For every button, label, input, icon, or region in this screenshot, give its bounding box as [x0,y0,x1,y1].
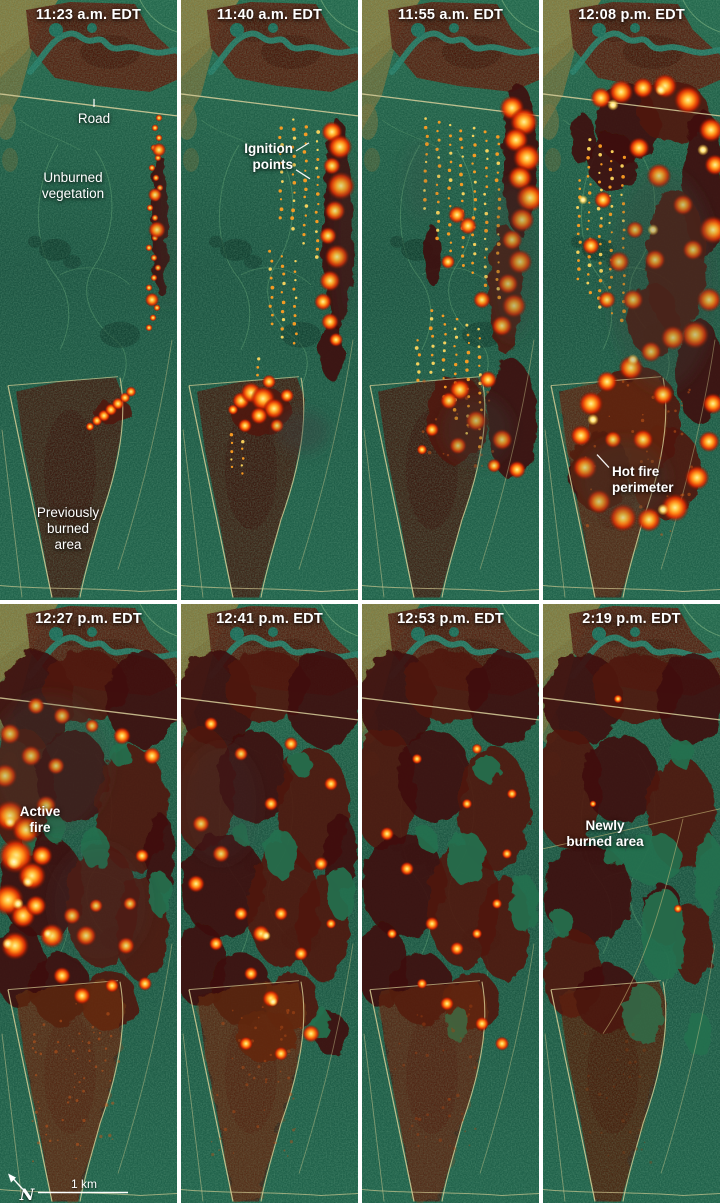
annotation-hot-perimeter: Hot fire perimeter [612,464,674,496]
timestamp-label: 12:08 p.m. EDT [578,7,685,23]
panel-p2: 11:40 a.m. EDT Ignition points [181,0,358,600]
satellite-image [0,603,177,1203]
annotation-ignition: Ignition points [244,141,293,173]
scale-label: 1 km [70,1176,98,1191]
annotation-prev-burned: Previously burned area [36,505,100,553]
panel-p4: 12:08 p.m. EDT Hot fire perimeter [543,0,720,600]
panel-p6: 12:41 p.m. EDT [181,603,358,1203]
panel-p5: 12:27 p.m. EDT Active fire N 1 km [0,603,177,1203]
panel-p8: 2:19 p.m. EDT Newly burned area [543,603,720,1203]
timestamp-label: 11:55 a.m. EDT [397,7,504,23]
panel-p7: 12:53 p.m. EDT [362,603,539,1203]
satellite-image [543,0,720,600]
timestamp-label: 12:27 p.m. EDT [35,610,142,627]
timestamp-label: 12:53 p.m. EDT [397,610,504,627]
annotation-road: Road [77,111,111,126]
north-label: N [19,1184,35,1203]
timestamp-label: 11:40 a.m. EDT [216,7,323,23]
satellite-image [543,603,720,1203]
annotation-newly-burned: Newly burned area [566,817,644,849]
satellite-image [362,603,539,1203]
annotation-unburned: Unburned vegetation [41,170,105,202]
annotation-active-fire: Active fire [19,803,61,835]
satellite-image [0,0,177,600]
timestamp-label: 2:19 p.m. EDT [582,610,681,627]
satellite-image [181,603,358,1203]
timestamp-label: 11:23 a.m. EDT [35,7,142,23]
satellite-image [362,0,539,600]
satellite-image [181,0,358,600]
timestamp-label: 12:41 p.m. EDT [216,610,323,627]
panel-p3: 11:55 a.m. EDT [362,0,539,600]
panel-p1: 11:23 a.m. EDT Road Unburned vegetation Pre… [0,0,177,600]
